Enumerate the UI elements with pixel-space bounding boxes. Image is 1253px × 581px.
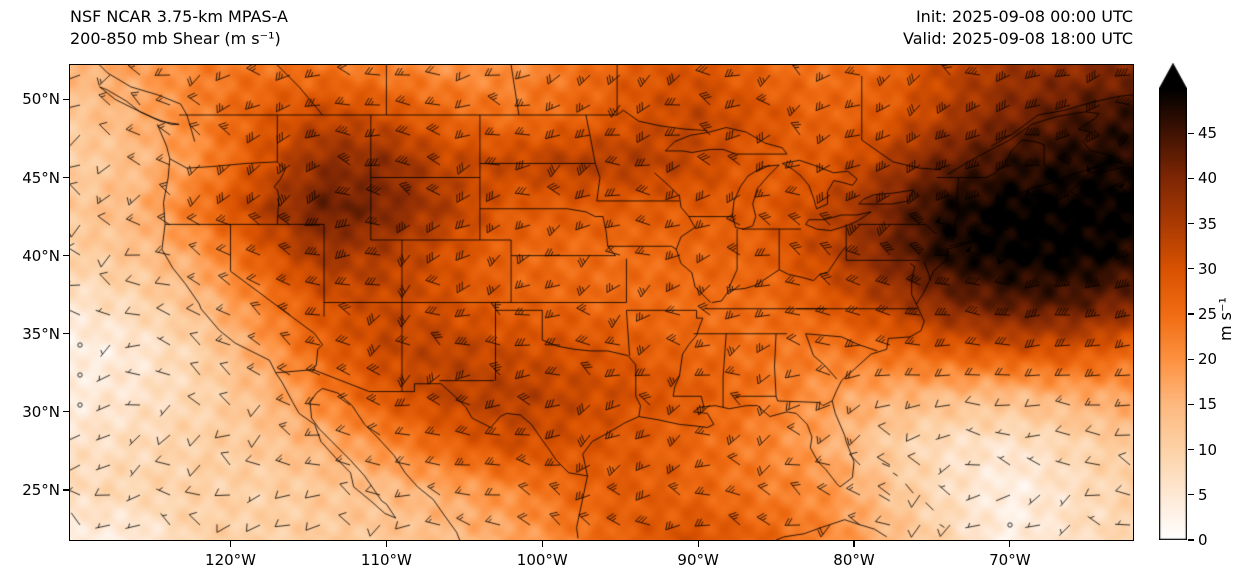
- colorbar-tick-mark: [1188, 539, 1194, 541]
- colorbar-tick-mark: [1188, 313, 1194, 315]
- map-plot-area: [69, 64, 1134, 541]
- colorbar-tick-label: 20: [1198, 350, 1218, 369]
- colorbar-tick-mark: [1188, 177, 1194, 179]
- colorbar-tick-mark: [1188, 494, 1194, 496]
- colorbar-tick-label: 35: [1198, 214, 1218, 233]
- colorbar: [1159, 63, 1187, 540]
- y-tick-label: 35°N: [22, 324, 60, 343]
- y-tick-label: 25°N: [22, 481, 60, 499]
- y-tick-label: 50°N: [22, 90, 60, 109]
- x-tick-label: 70°W: [989, 551, 1031, 569]
- shear-map-canvas: [70, 65, 1133, 540]
- colorbar-tick-mark: [1188, 358, 1194, 360]
- colorbar-tick-mark: [1188, 132, 1194, 134]
- x-tick-label: 90°W: [677, 551, 719, 569]
- colorbar-tick-label: 15: [1198, 395, 1218, 414]
- x-tick-label: 120°W: [205, 551, 257, 569]
- field-title: 200-850 mb Shear (m s⁻¹): [70, 29, 281, 48]
- colorbar-tick-label: 5: [1198, 485, 1208, 504]
- colorbar-tick-mark: [1188, 223, 1194, 225]
- y-tick-mark: [63, 255, 69, 257]
- init-time-label: Init: 2025-09-08 00:00 UTC: [915, 7, 1133, 26]
- x-tick-mark: [229, 541, 232, 547]
- y-tick-mark: [63, 411, 69, 413]
- colorbar-tick-mark: [1188, 449, 1194, 451]
- y-tick-mark: [63, 176, 69, 179]
- model-title: NSF NCAR 3.75-km MPAS-A: [70, 7, 288, 26]
- x-tick-label: 110°W: [360, 551, 412, 569]
- x-tick-label: 100°W: [516, 551, 568, 569]
- x-tick-mark: [697, 541, 699, 547]
- x-tick-mark: [853, 541, 855, 547]
- x-tick-mark: [385, 541, 387, 547]
- colorbar-tick-label: 30: [1198, 259, 1218, 278]
- y-tick-mark: [63, 333, 69, 335]
- valid-time-label: Valid: 2025-09-08 18:00 UTC: [902, 29, 1133, 48]
- colorbar-tick-label: 45: [1198, 124, 1218, 143]
- colorbar-tick-label: 25: [1198, 305, 1218, 323]
- y-tick-mark: [63, 489, 69, 491]
- colorbar-tick-label: 40: [1198, 169, 1218, 188]
- x-tick-mark: [1009, 541, 1011, 547]
- y-tick-label: 40°N: [22, 246, 60, 265]
- colorbar-tick-label: 0: [1198, 531, 1208, 549]
- colorbar-tick-mark: [1188, 403, 1194, 405]
- colorbar-tick-mark: [1188, 268, 1194, 270]
- x-tick-label: 80°W: [833, 551, 875, 569]
- y-tick-mark: [63, 98, 69, 100]
- y-tick-label: 45°N: [22, 168, 60, 187]
- y-tick-label: 30°N: [22, 402, 60, 421]
- x-tick-mark: [541, 541, 543, 547]
- colorbar-tick-label: 10: [1198, 440, 1218, 459]
